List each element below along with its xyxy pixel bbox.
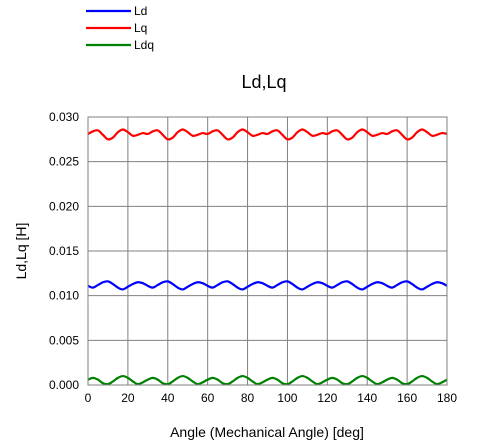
plot-frame [87,116,448,386]
x-tick-label: 180 [437,391,457,405]
x-axis-ticks: 0 20 40 60 80 100 120 140 160 180 [85,391,458,405]
y-tick-label: 0.015 [49,244,79,258]
y-tick-label: 0.010 [49,289,79,303]
y-tick-label: 0.000 [49,378,79,392]
series-line-lq [87,128,448,141]
y-tick-label: 0.030 [49,110,79,124]
legend-label-ld: Ld [134,4,147,18]
series-line-ldq [87,374,448,386]
series-line-ld [87,280,448,291]
x-tick-label: 60 [201,391,215,405]
legend-label-lq: Lq [134,21,147,35]
series-layer [87,128,448,386]
y-axis-ticks: 0.000 0.005 0.010 0.015 0.020 0.025 0.030 [49,110,79,392]
y-axis-title: Ld,Lq [H] [13,223,29,280]
x-tick-label: 140 [357,391,377,405]
x-tick-label: 100 [277,391,297,405]
x-tick-label: 0 [85,391,92,405]
x-axis-title: Angle (Mechanical Angle) [deg] [170,424,364,440]
y-tick-label: 0.005 [49,333,79,347]
y-tick-label: 0.025 [49,155,79,169]
x-tick-label: 40 [161,391,175,405]
grid [88,117,447,385]
x-tick-label: 160 [397,391,417,405]
x-tick-label: 120 [317,391,337,405]
legend-label-ldq: Ldq [134,38,154,52]
chart-title: Ld,Lq [241,72,286,92]
legend: Ld Lq Ldq [86,4,154,52]
y-tick-label: 0.020 [49,199,79,213]
x-tick-label: 20 [121,391,135,405]
x-tick-label: 80 [241,391,255,405]
